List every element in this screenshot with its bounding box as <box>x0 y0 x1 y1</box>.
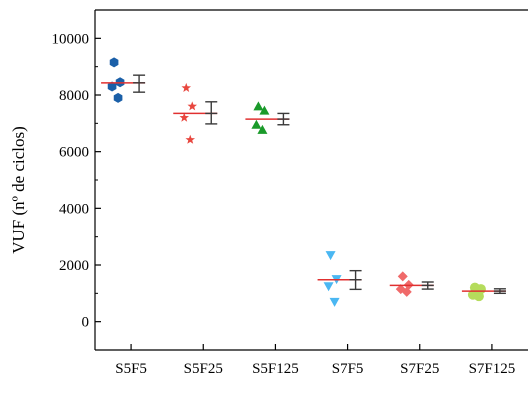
data-point <box>185 134 196 144</box>
data-point <box>253 101 264 111</box>
data-point <box>473 291 484 302</box>
series-s7f5 <box>317 251 362 307</box>
series-s5f125 <box>245 101 290 134</box>
data-point <box>323 282 334 292</box>
y-tick-label: 8000 <box>59 88 89 104</box>
y-tick-label: 0 <box>82 315 90 331</box>
data-point <box>187 101 198 111</box>
data-point <box>401 286 412 297</box>
x-tick-label: S5F5 <box>115 361 147 377</box>
x-tick-label: S7F25 <box>400 361 439 377</box>
data-marks <box>101 57 506 307</box>
series-s5f5 <box>101 57 146 103</box>
y-tick-label: 2000 <box>59 258 89 274</box>
data-point <box>259 105 270 115</box>
data-point <box>325 251 336 261</box>
x-tick-label: S7F125 <box>469 361 516 377</box>
y-axis-title: VUF (nº de ciclos) <box>9 126 28 254</box>
data-point <box>109 57 119 68</box>
data-point <box>329 297 340 307</box>
x-tick-label: S5F25 <box>184 361 223 377</box>
y-axis: 0 2000 4000 6000 8000 10000 <box>52 9 101 351</box>
data-point <box>251 119 262 129</box>
plot-frame <box>94 9 528 351</box>
data-point <box>113 92 123 103</box>
series-s7f125 <box>461 282 506 302</box>
series-s5f25 <box>173 82 218 144</box>
x-axis: S5F5 S5F25 S5F125 S7F5 S7F25 S7F125 <box>115 344 515 377</box>
data-point <box>181 82 192 92</box>
data-point <box>257 124 268 134</box>
y-tick-label: 6000 <box>59 145 89 161</box>
data-point <box>179 112 190 122</box>
data-point <box>107 81 117 92</box>
x-tick-label: S7F5 <box>332 361 364 377</box>
data-point <box>397 271 408 282</box>
y-tick-label: 4000 <box>59 201 89 217</box>
y-tick-label: 10000 <box>52 31 90 47</box>
series-s7f25 <box>389 271 434 297</box>
x-tick-label: S5F125 <box>252 361 299 377</box>
